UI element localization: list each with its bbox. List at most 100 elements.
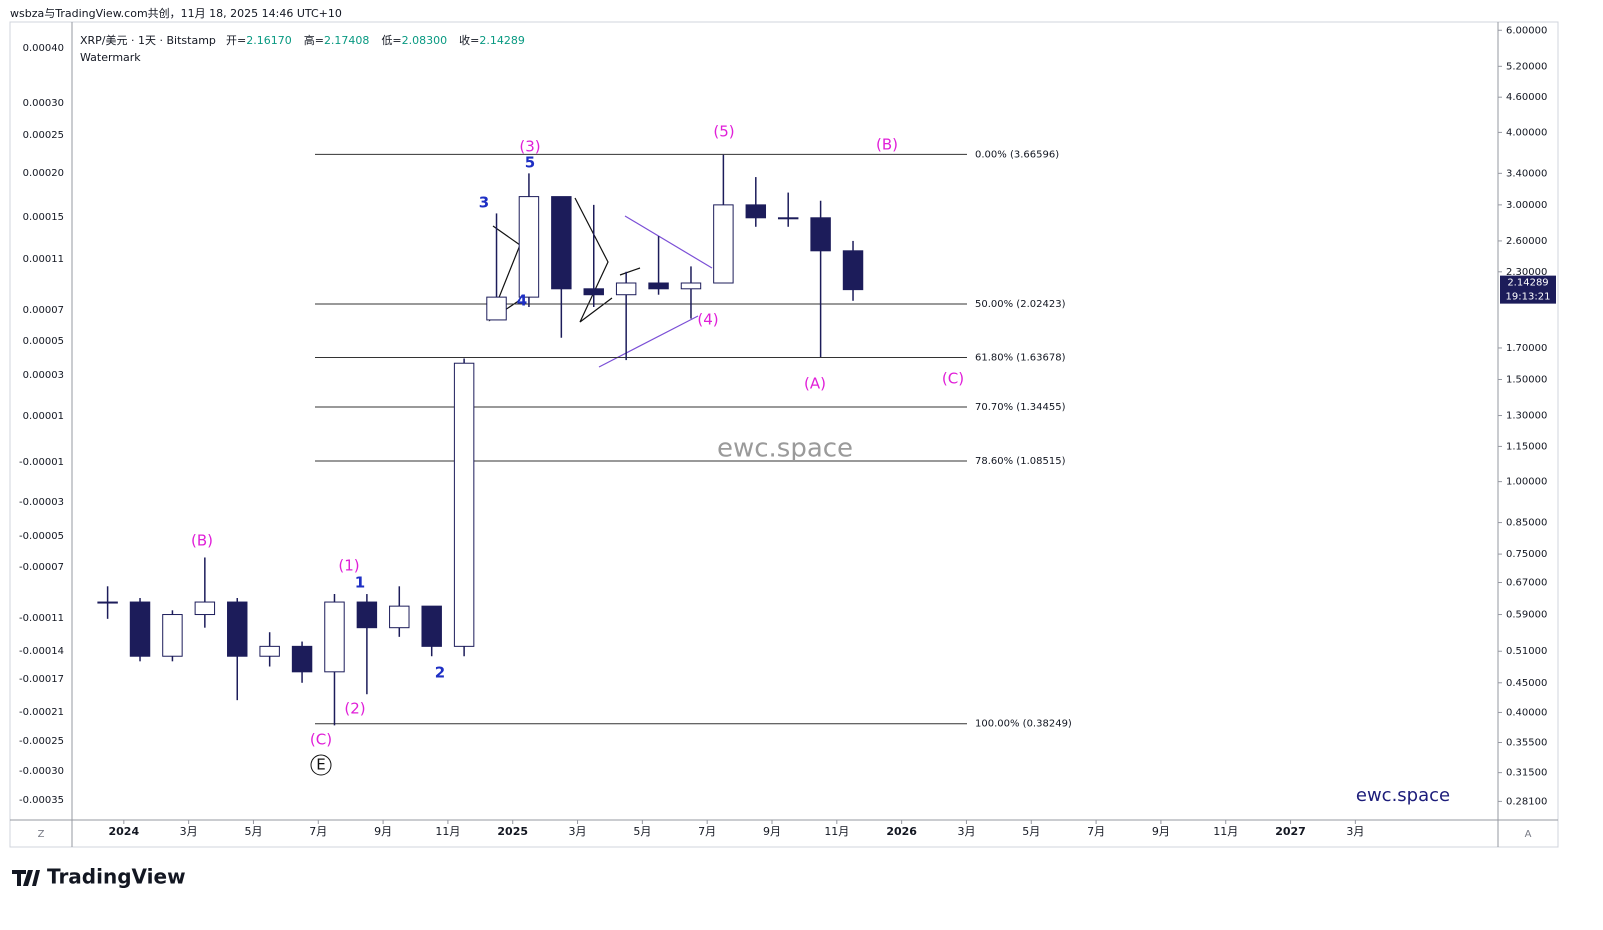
legend-key: 高=: [304, 33, 324, 47]
legend-key: 收=: [459, 33, 479, 47]
watermark: ewc.space: [1356, 785, 1450, 806]
circle-mark: [310, 754, 332, 776]
y-tick-label: 1.00000: [1506, 477, 1547, 488]
candle-body: [356, 601, 378, 629]
x-tick-label: 11月: [1213, 825, 1238, 838]
legend-value: 2.08300: [402, 34, 448, 47]
candle-body: [291, 645, 313, 673]
fib-label: 100.00% (0.38249): [975, 719, 1072, 730]
candle-body: [842, 250, 864, 291]
left-tick-label: 0.00020: [23, 168, 64, 179]
wave-label: 4: [517, 292, 527, 310]
candle-body: [453, 362, 475, 647]
left-tick-label: -0.00017: [19, 674, 64, 685]
y-tick-label: 0.45000: [1506, 678, 1547, 689]
wave-label: (2): [344, 700, 365, 718]
candle-body: [259, 645, 280, 657]
x-tick-label: 3月: [569, 825, 587, 838]
candle-body: [324, 601, 345, 673]
left-tick-label: -0.00021: [19, 707, 64, 718]
trend-line: [598, 315, 699, 368]
wave-label: (B): [876, 136, 898, 154]
pattern-lines: [598, 215, 713, 368]
left-tick-label: -0.00030: [19, 766, 64, 777]
fib-label: 50.00% (2.02423): [975, 299, 1066, 310]
y-tick-label: 4.00000: [1506, 127, 1547, 138]
x-tick-label: 5月: [633, 825, 651, 838]
legend-key: 低=: [381, 34, 401, 47]
legend-value: 2.17408: [324, 34, 370, 47]
button[interactable]: Z: [38, 829, 45, 840]
credit: wsbza与TradingView.com共创，11月 18, 2025 14:…: [10, 7, 342, 20]
y-tick-label: 4.60000: [1506, 92, 1547, 103]
left-tick-label: 0.00007: [23, 305, 64, 316]
fib-label: 78.60% (1.08515): [975, 456, 1066, 467]
legend-key: 开=: [226, 34, 246, 47]
left-tick-label: 0.00001: [23, 411, 64, 422]
x-tick-label: 7月: [1087, 825, 1105, 838]
wave-label: (5): [713, 123, 734, 141]
wave-label: 3: [479, 194, 489, 212]
left-tick-label: 0.00015: [23, 212, 64, 223]
price-label: 2.14289: [1507, 278, 1548, 289]
y-tick-label: 2.60000: [1506, 236, 1547, 247]
y-tick-label: 0.85000: [1506, 518, 1547, 529]
left-tick-label: 0.00025: [23, 130, 64, 141]
candle-body: [777, 217, 799, 220]
fib-label: 70.70% (1.34455): [975, 402, 1066, 413]
legend-symbol: XRP/美元 · 1天 · Bitstamp: [80, 34, 216, 47]
y-tick-label: 6.00000: [1506, 25, 1547, 36]
wave-label: (1): [338, 557, 359, 575]
y-tick-label: 1.30000: [1506, 411, 1547, 422]
candle-body: [486, 296, 507, 321]
x-tick-label: 2027: [1275, 825, 1306, 838]
y-tick-label: 0.51000: [1506, 646, 1547, 657]
candle-body: [518, 196, 540, 298]
x-tick-label: 9月: [374, 825, 392, 838]
trend-line: [619, 267, 641, 276]
left-tick-label: -0.00005: [19, 531, 64, 542]
candle-body: [227, 601, 248, 657]
wave-label: (3): [519, 138, 540, 156]
wave-label: 2: [435, 664, 445, 682]
y-tick-label: 3.00000: [1506, 200, 1547, 211]
left-tick-label: 0.00040: [23, 43, 64, 54]
wave-label: (C): [310, 731, 332, 749]
y-tick-label: 0.35500: [1506, 738, 1547, 749]
left-tick-label: 0.00030: [23, 98, 64, 109]
candle-body: [615, 282, 637, 296]
candle-body: [810, 217, 831, 252]
y-tick-label: 1.15000: [1506, 441, 1547, 452]
y-tick-label: 0.67000: [1506, 578, 1547, 589]
button[interactable]: A: [1525, 829, 1532, 840]
brand: TradingView: [47, 865, 186, 889]
y-tick-label: 0.75000: [1506, 549, 1547, 560]
frame: [9, 21, 1559, 848]
wave-label: 1: [355, 574, 365, 592]
candle-body: [583, 288, 604, 296]
wave-label: E: [316, 756, 325, 774]
legend-value: 2.16170: [246, 34, 292, 47]
y-tick-label: 1.50000: [1506, 374, 1547, 385]
left-tick-label: -0.00003: [19, 497, 64, 508]
x-tick-label: 2026: [886, 825, 917, 838]
fib-label: 0.00% (3.66596): [975, 149, 1059, 160]
x-tick-label: 3月: [1346, 825, 1364, 838]
x-tick-label: 3月: [957, 825, 975, 838]
candle-body: [421, 605, 442, 647]
price-box: [1500, 275, 1556, 304]
x-tick-label: 7月: [309, 825, 327, 838]
left-tick-label: -0.00001: [19, 457, 64, 468]
logo-mark: [12, 870, 40, 886]
left-tick-label: -0.00014: [19, 646, 64, 657]
candle-body: [129, 601, 151, 657]
candle-body: [680, 282, 702, 290]
left-tick-label: -0.00007: [19, 562, 64, 573]
y-tick-label: 2.30000: [1506, 267, 1547, 278]
x-tick-label: 11月: [824, 825, 849, 838]
x-tick-label: 11月: [435, 825, 460, 838]
candle-body: [389, 605, 410, 629]
wave-label: (B): [191, 532, 213, 550]
